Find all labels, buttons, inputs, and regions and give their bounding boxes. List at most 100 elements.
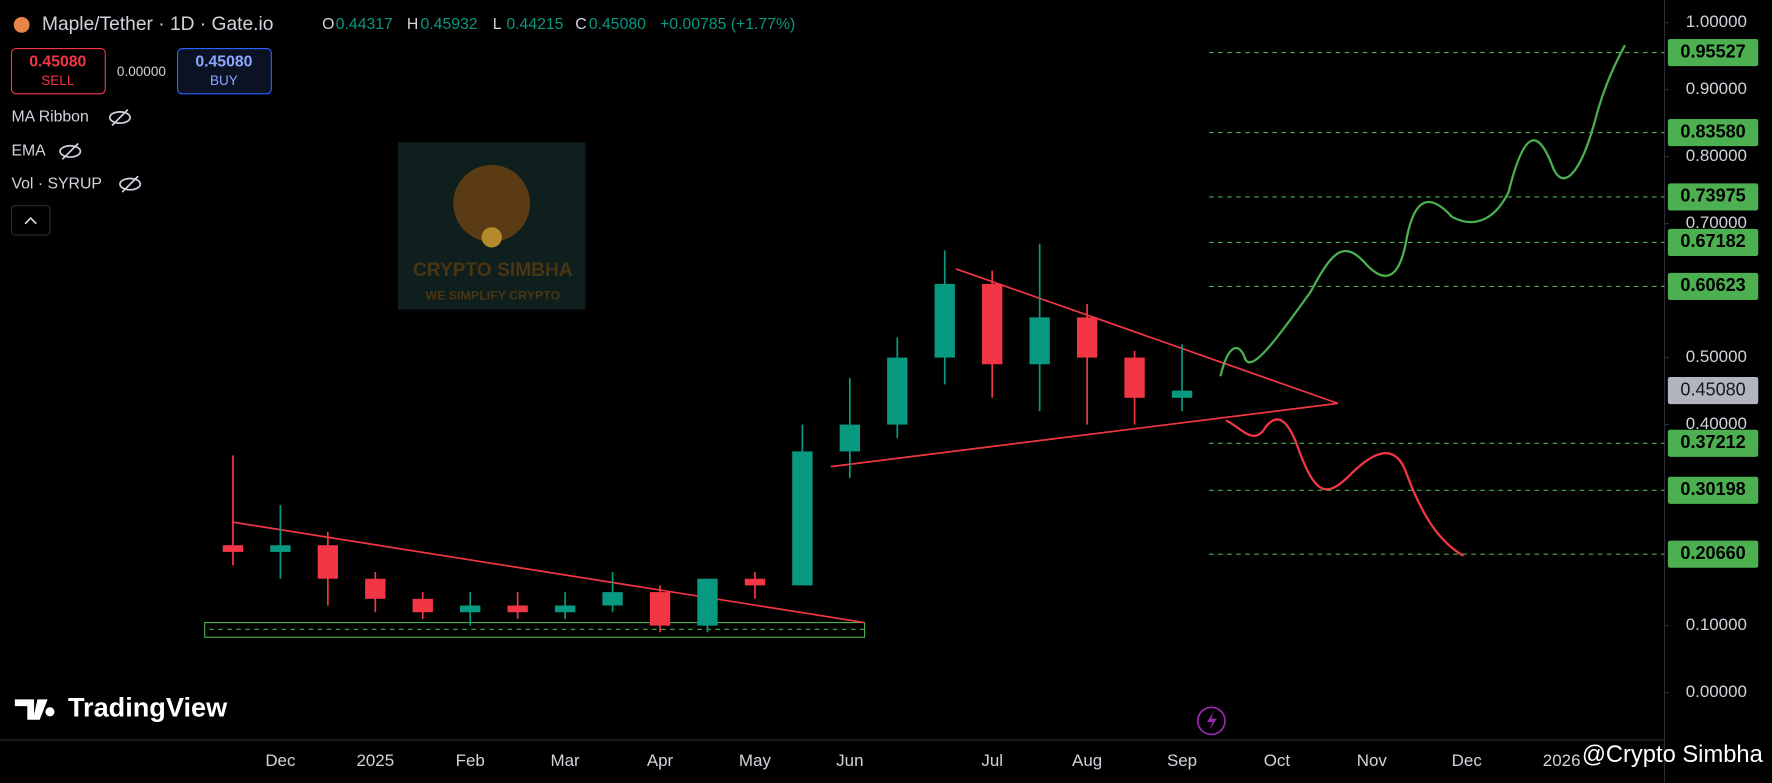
level-tag [1667, 429, 1759, 457]
watermark-title: CRYPTO SIMBHA [413, 260, 573, 281]
candle-body [412, 598, 433, 613]
x-tick-label: Sep [1167, 751, 1197, 770]
credit: @Crypto Simbha [1582, 742, 1764, 768]
level-tag [1667, 119, 1759, 147]
indicator[interactable]: MA Ribbon [11, 109, 88, 126]
candle-body [744, 578, 766, 586]
ohlc-label: L [493, 16, 502, 33]
candle-body [1076, 317, 1098, 358]
y-tick-label: 1.00000 [1686, 12, 1747, 31]
x-tick-label: Jun [836, 751, 863, 770]
candle-body [1029, 317, 1050, 365]
level-tag [1667, 183, 1759, 211]
ohlc-label: O [322, 16, 334, 33]
level-tag [1667, 38, 1759, 67]
level-label: 0.73975 [1680, 186, 1745, 206]
change: +0.00785 (+1.77%) [660, 16, 795, 33]
level-tag [1667, 540, 1759, 568]
alert-icon[interactable] [1196, 706, 1226, 736]
header: Maple/Tether · 1D · Gate.io O 0.44317 H … [10, 14, 795, 236]
last-price-label: 0.45080 [1680, 379, 1745, 399]
alert-bolt [1206, 711, 1218, 730]
x-tick-label: 2026 [1543, 751, 1581, 770]
bear-projection [1225, 418, 1464, 557]
watermark-coin [481, 227, 502, 248]
level-label: 0.60623 [1680, 275, 1745, 295]
x-tick-label: 2025 [356, 751, 394, 770]
y-tick-label: 0.90000 [1686, 79, 1747, 98]
candle-body [460, 605, 481, 613]
sell-price[interactable]: 0.45080 [29, 53, 86, 70]
collapse-button[interactable] [10, 205, 51, 236]
y-tick-label: 0.80000 [1686, 146, 1747, 165]
buy-button[interactable]: 0.45080 BUY [177, 48, 272, 95]
level-tag [1667, 272, 1759, 300]
eye-icon[interactable] [108, 108, 131, 127]
candle-body [554, 605, 576, 613]
sell-button[interactable]: 0.45080 SELL [10, 48, 106, 95]
candle-body [270, 545, 291, 552]
buy-label[interactable]: BUY [210, 73, 238, 88]
x-tick-label: Mar [551, 751, 581, 770]
watermark: CRYPTO SIMBHA WE SIMPLIFY CRYPTO [397, 142, 586, 310]
eye-icon[interactable] [59, 142, 82, 160]
spread: 0.00000 [117, 64, 166, 79]
candle-body [697, 578, 718, 626]
candle-body [649, 592, 671, 626]
candle-body [222, 545, 244, 552]
indicator[interactable]: Vol · SYRUP [11, 175, 101, 192]
wedge-line [231, 521, 865, 624]
y-tick-label: 0.10000 [1686, 615, 1747, 634]
level-label: 0.30198 [1680, 479, 1745, 499]
y-tick-label: 0.40000 [1686, 414, 1747, 433]
level-label: 0.95527 [1680, 41, 1745, 61]
x-tick-label: Oct [1264, 751, 1291, 770]
sell-label[interactable]: SELL [41, 73, 75, 88]
triangle-top [955, 268, 1339, 405]
x-tick-label: Nov [1357, 751, 1388, 770]
ohlc-label: H [407, 16, 418, 33]
tv-logo-text: TradingView [68, 692, 228, 723]
plot [222, 51, 1665, 633]
level-label: 0.20660 [1680, 543, 1745, 563]
level-tag [1667, 476, 1759, 504]
candle-body [1124, 357, 1145, 398]
x-tick-label: Apr [647, 751, 674, 770]
buy-price[interactable]: 0.45080 [195, 53, 252, 70]
eye-icon[interactable] [119, 175, 142, 193]
ohlc-value: 0.44317 [336, 16, 393, 33]
tv-logo-mark [14, 699, 55, 720]
symbol: Maple/Tether · 1D · Gate.io [42, 14, 273, 35]
drawings [204, 44, 1626, 638]
indicator[interactable]: EMA [11, 143, 46, 160]
candle-body [887, 357, 908, 425]
candle-body [317, 545, 339, 579]
buy-box[interactable] [177, 48, 272, 95]
symbol-icon [13, 16, 30, 33]
ohlc-label: C [575, 16, 586, 33]
x-tick-label: Jul [981, 751, 1003, 770]
level-label: 0.37212 [1680, 432, 1745, 452]
visibility-icons [59, 108, 142, 193]
ohlc-value: 0.45080 [589, 16, 646, 33]
candle-body [839, 424, 861, 452]
last-price-tag [1667, 377, 1759, 405]
candle-body [1171, 390, 1193, 398]
x-tick-label: Dec [1452, 751, 1483, 770]
y-tick-label: 0.70000 [1686, 213, 1747, 232]
collapse-icon [24, 216, 37, 225]
x-tick-label: Feb [456, 751, 485, 770]
x-tick-label: Aug [1072, 751, 1102, 770]
candle-body [792, 451, 813, 586]
x-tick-label: Dec [265, 751, 296, 770]
branding: TradingView @Crypto Simbha [14, 692, 1764, 768]
watermark-subtitle: WE SIMPLIFY CRYPTO [425, 288, 560, 302]
candle-body [507, 605, 528, 613]
sell-box[interactable] [10, 48, 106, 95]
bull-projection [1219, 44, 1626, 377]
triangle-bottom [830, 402, 1339, 468]
candle-body [602, 592, 623, 606]
